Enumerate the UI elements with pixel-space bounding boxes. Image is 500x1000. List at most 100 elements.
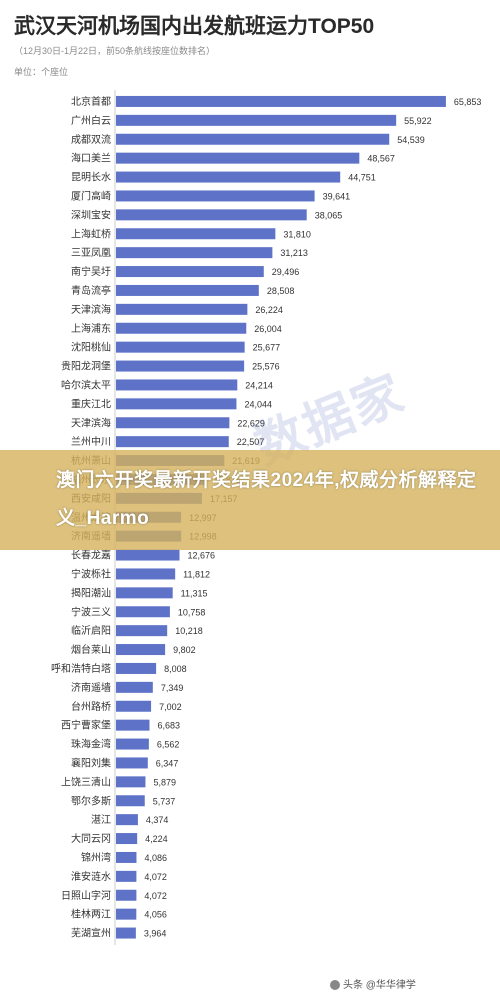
value-label: 11,315 xyxy=(181,588,208,598)
category-label: 深圳宝安 xyxy=(71,208,111,221)
category-label: 宁波栎社 xyxy=(71,567,111,580)
value-label: 11,812 xyxy=(183,569,210,579)
bar xyxy=(116,190,315,202)
value-label: 8,008 xyxy=(164,664,187,674)
value-label: 4,374 xyxy=(146,815,169,825)
category-label: 鄂尔多斯 xyxy=(71,794,111,807)
category-label: 烟台莱山 xyxy=(71,643,111,656)
bar xyxy=(116,833,138,845)
category-label: 天津滨海 xyxy=(71,416,111,429)
bar xyxy=(116,284,259,296)
category-label: 日照山字河 xyxy=(61,889,111,902)
category-label: 上海浦东 xyxy=(71,322,111,335)
bar xyxy=(116,851,137,863)
bar xyxy=(116,795,145,807)
category-label: 上海虹桥 xyxy=(71,227,111,240)
value-label: 39,641 xyxy=(323,191,351,201)
bar xyxy=(116,303,248,315)
watermark-text: 头条 @华华律学 xyxy=(343,980,416,991)
bar xyxy=(116,606,170,618)
category-label: 厦门高崎 xyxy=(71,189,111,202)
value-label: 54,539 xyxy=(397,135,425,145)
value-label: 4,072 xyxy=(144,872,167,882)
category-label: 桂林两江 xyxy=(71,908,111,921)
category-label: 揭阳潮汕 xyxy=(71,586,111,599)
bar xyxy=(116,360,245,372)
value-label: 31,213 xyxy=(280,248,308,258)
bar xyxy=(116,228,276,240)
value-label: 12,676 xyxy=(188,551,216,561)
bar xyxy=(116,908,137,920)
chart-unit: 单位：个座位 xyxy=(14,67,69,77)
bar xyxy=(116,719,150,731)
bar xyxy=(116,814,138,826)
category-label: 长春龙嘉 xyxy=(71,549,111,562)
value-label: 44,751 xyxy=(348,173,376,183)
value-label: 4,224 xyxy=(145,834,168,844)
value-label: 4,072 xyxy=(144,891,167,901)
value-label: 9,802 xyxy=(173,645,196,655)
bar xyxy=(116,549,180,561)
value-label: 4,056 xyxy=(144,910,167,920)
bar xyxy=(116,417,230,429)
toutiao-icon xyxy=(330,980,340,991)
value-label: 55,922 xyxy=(404,116,432,126)
category-label: 大同云冈 xyxy=(71,832,111,845)
value-label: 5,879 xyxy=(153,777,176,787)
category-label: 广州白云 xyxy=(71,114,111,127)
bar xyxy=(116,247,273,259)
overlay-text: 澳门六开奖最新开奖结果2024年,权威分析解释定义_Harmo xyxy=(56,470,477,529)
bar xyxy=(116,341,245,353)
bar xyxy=(116,889,137,901)
bar xyxy=(116,436,229,448)
category-label: 成都双流 xyxy=(71,133,111,146)
chart-title: 武汉天河机场国内出发航班运力TOP50 xyxy=(14,15,375,38)
category-label: 上饶三清山 xyxy=(61,775,111,788)
bar xyxy=(116,114,397,126)
category-label: 重庆江北 xyxy=(71,397,111,410)
value-label: 10,758 xyxy=(178,607,206,617)
bar xyxy=(116,870,137,882)
chart-subtitle: （12月30日-1月22日，前50条航线按座位数排名） xyxy=(14,46,216,56)
value-label: 6,683 xyxy=(157,721,180,731)
value-label: 7,002 xyxy=(159,702,182,712)
category-label: 西宁曹家堡 xyxy=(61,719,111,732)
bar xyxy=(116,644,166,656)
category-label: 南宁吴圩 xyxy=(71,265,111,278)
category-label: 湛江 xyxy=(91,814,111,826)
value-label: 28,508 xyxy=(267,286,295,296)
bar xyxy=(116,379,238,391)
value-label: 22,507 xyxy=(237,437,265,447)
category-label: 青岛流亭 xyxy=(71,284,111,297)
category-label: 台州路桥 xyxy=(71,700,111,713)
bar xyxy=(116,398,237,410)
bar xyxy=(116,568,176,580)
category-label: 沈阳桃仙 xyxy=(71,341,111,354)
bar xyxy=(116,95,446,107)
value-label: 24,044 xyxy=(244,399,272,409)
category-label: 宁波三义 xyxy=(71,605,111,618)
value-label: 6,562 xyxy=(157,740,180,750)
category-label: 北京首都 xyxy=(71,95,111,108)
bar xyxy=(116,322,247,334)
value-label: 7,349 xyxy=(161,683,184,693)
bar xyxy=(116,738,149,750)
bar xyxy=(116,700,152,712)
bar xyxy=(116,587,173,599)
value-label: 38,065 xyxy=(315,210,343,220)
value-label: 25,677 xyxy=(253,343,281,353)
bar xyxy=(116,776,146,788)
value-label: 5,737 xyxy=(153,796,176,806)
value-label: 6,347 xyxy=(156,758,179,768)
bars-group: 北京首都 65,853 广州白云 55,922 成都双流 54,539 海口美兰 48,567… xyxy=(51,95,481,940)
bar xyxy=(116,757,148,769)
category-label: 淮安涟水 xyxy=(71,870,111,883)
bar xyxy=(116,152,360,164)
value-label: 29,496 xyxy=(272,267,300,277)
overlay-banner: 澳门六开奖最新开奖结果2024年,权威分析解释定义_Harmo xyxy=(0,450,500,550)
category-label: 天津滨海 xyxy=(71,303,111,316)
category-label: 襄阳刘集 xyxy=(71,756,111,769)
bar xyxy=(116,209,307,221)
value-label: 26,224 xyxy=(255,305,283,315)
